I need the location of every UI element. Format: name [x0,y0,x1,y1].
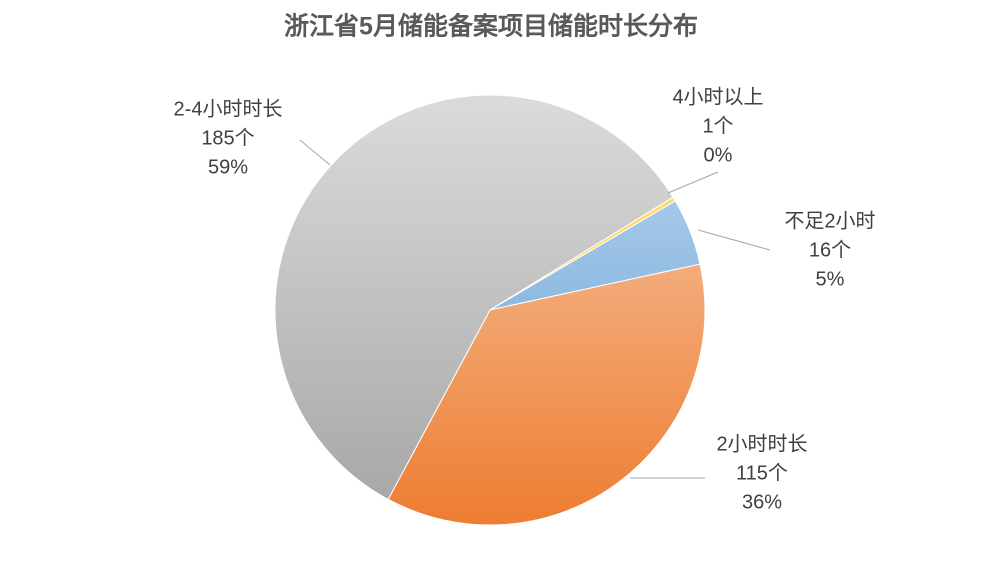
chart-title: 浙江省5月储能备案项目储能时长分布 [284,12,698,41]
value-label: 16个 [809,238,851,261]
percent-label: 36% [742,491,782,513]
leader-line [299,139,331,166]
slice-label: 2小时时长 [716,432,807,455]
value-label: 1个 [702,114,733,137]
slice-label: 4小时以上 [672,85,763,108]
percent-label: 59% [208,156,248,178]
slice-label: 不足2小时 [784,209,875,232]
slice-label: 2-4小时时长 [174,97,283,120]
percent-label: 5% [816,268,845,290]
value-label: 185个 [201,126,254,149]
leader-line [697,229,771,251]
percent-label: 0% [704,144,733,166]
leader-line [667,171,719,194]
value-label: 115个 [736,461,788,484]
